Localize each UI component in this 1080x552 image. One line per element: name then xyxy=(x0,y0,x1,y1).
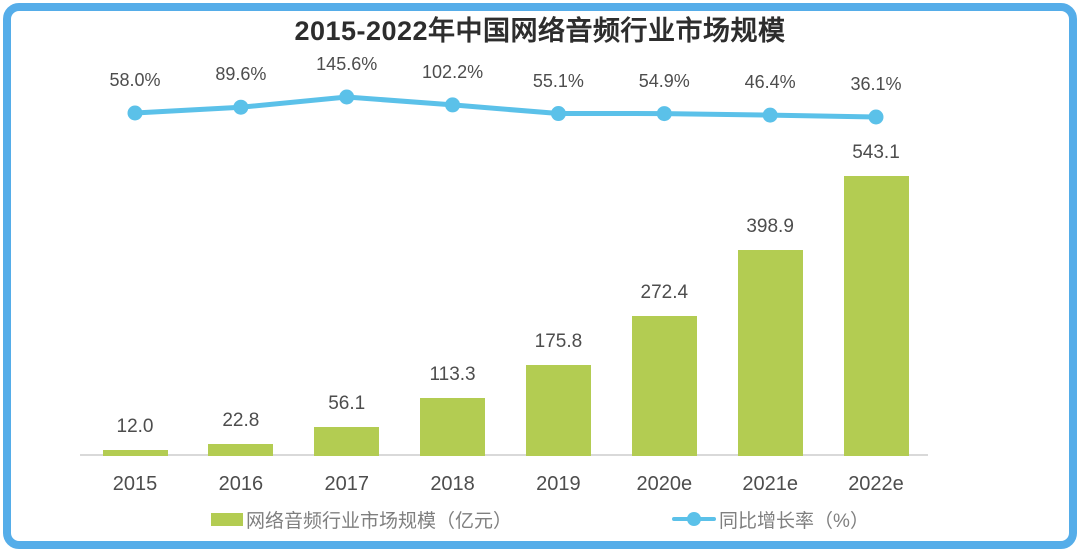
growth-rate-label-2022e: 36.1% xyxy=(850,74,902,94)
legend: 网络音频行业市场规模（亿元） 同比增长率（%） xyxy=(0,506,1080,532)
bar-value-label-2021e: 398.9 xyxy=(746,216,794,237)
bar-2015[interactable] xyxy=(102,450,168,456)
bar-value-label-2017: 56.1 xyxy=(328,393,366,414)
line-marker-2016[interactable] xyxy=(233,99,249,115)
growth-rate-label-2020e: 54.9% xyxy=(638,70,690,91)
legend-item-market-size[interactable]: 网络音频行业市场规模（亿元） xyxy=(211,506,512,533)
bar-value-label-2022e: 543.1 xyxy=(852,142,900,163)
bar-value-label-2015: 12.0 xyxy=(116,416,154,437)
x-axis-label-2016: 2016 xyxy=(218,473,264,495)
bar-value-label-2018: 113.3 xyxy=(429,364,476,385)
bar-2016[interactable] xyxy=(208,444,274,456)
line-marker-2020e[interactable] xyxy=(656,106,672,122)
growth-rate-line[interactable] xyxy=(132,94,879,120)
growth-rate-label-2017: 145.6% xyxy=(316,54,378,74)
x-axis-line xyxy=(80,454,928,456)
legend-item-growth-rate[interactable]: 同比增长率（%） xyxy=(672,506,869,533)
bar-2020e[interactable] xyxy=(631,316,697,456)
growth-rate-label-2015: 58.0% xyxy=(109,70,161,90)
line-marker-2017[interactable] xyxy=(339,89,355,105)
line-marker-2022e[interactable] xyxy=(868,109,884,125)
line-marker-2019[interactable] xyxy=(550,106,566,122)
x-axis-label-2019: 2019 xyxy=(536,473,581,495)
legend-label-growth-rate: 同比增长率（%） xyxy=(719,510,869,532)
line-series-swatch-icon xyxy=(672,511,717,527)
x-axis-label-2020e: 2020e xyxy=(636,473,693,495)
chart-title: 2015-2022年中国网络音频行业市场规模 xyxy=(294,16,786,46)
bar-series-swatch-icon xyxy=(211,512,244,526)
legend-label-market-size: 网络音频行业市场规模（亿元） xyxy=(246,510,513,532)
bar-2018[interactable] xyxy=(420,398,486,456)
bar-2022e[interactable] xyxy=(843,176,909,456)
x-axis-label-2018: 2018 xyxy=(430,473,475,495)
chart-frame-border xyxy=(3,3,1077,549)
bar-2017[interactable] xyxy=(314,427,380,456)
bar-2019[interactable] xyxy=(525,365,591,456)
growth-rate-label-2021e: 46.4% xyxy=(744,72,796,93)
x-axis-label-2021e: 2021e xyxy=(742,473,798,495)
bar-value-label-2019: 175.8 xyxy=(534,331,583,352)
x-axis-label-2022e: 2022e xyxy=(848,473,904,495)
growth-rate-label-2018: 102.2% xyxy=(422,61,484,82)
line-marker-2018[interactable] xyxy=(445,97,461,113)
x-axis-label-2017: 2017 xyxy=(324,473,369,495)
line-marker-2021e[interactable] xyxy=(762,107,778,123)
line-marker-2015[interactable] xyxy=(127,105,143,121)
bar-value-label-2020e: 272.4 xyxy=(640,282,689,303)
x-axis-label-2015: 2015 xyxy=(112,473,158,495)
bar-2021e[interactable] xyxy=(737,250,803,456)
growth-rate-label-2016: 89.6% xyxy=(215,64,267,85)
bar-value-label-2016: 22.8 xyxy=(222,410,260,431)
growth-rate-label-2019: 55.1% xyxy=(532,70,584,91)
